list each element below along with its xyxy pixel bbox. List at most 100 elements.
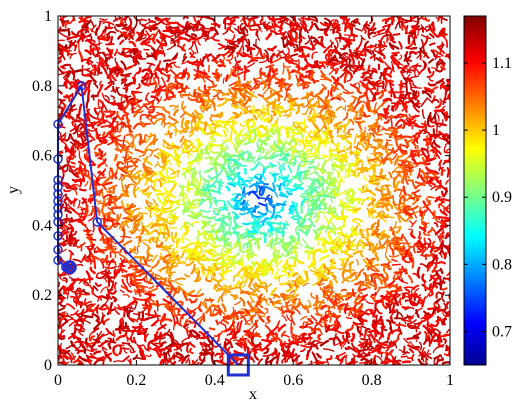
heatmap-speckle: [85, 38, 94, 46]
heatmap-speckle: [144, 165, 152, 175]
heatmap-speckle: [143, 345, 150, 352]
heatmap-speckle: [285, 259, 293, 271]
heatmap-speckle: [127, 124, 133, 133]
heatmap-speckle: [289, 101, 296, 112]
heatmap-speckle: [173, 121, 179, 125]
heatmap-speckle: [295, 74, 299, 83]
heatmap-speckle: [409, 324, 420, 330]
heatmap-speckle: [420, 314, 427, 320]
heatmap-speckle: [308, 101, 318, 109]
heatmap-speckle: [80, 310, 89, 315]
heatmap-speckle: [129, 280, 136, 286]
heatmap-speckle: [62, 79, 68, 87]
heatmap-speckle: [329, 39, 334, 45]
heatmap-speckle: [77, 289, 82, 299]
heatmap-speckle: [305, 139, 313, 143]
heatmap-speckle: [329, 155, 333, 162]
heatmap-speckle: [382, 23, 392, 29]
heatmap-speckle: [89, 284, 94, 295]
heatmap-speckle: [198, 58, 202, 67]
heatmap-speckle: [171, 262, 178, 268]
heatmap-speckle: [111, 206, 116, 215]
heatmap-speckle: [194, 300, 202, 310]
heatmap-speckle: [193, 143, 204, 152]
heatmap-speckle: [258, 345, 263, 352]
heatmap-speckle: [221, 55, 226, 62]
heatmap-speckle: [209, 139, 216, 143]
heatmap-speckle: [371, 232, 381, 236]
heatmap-speckle: [192, 92, 202, 96]
heatmap-speckle: [120, 235, 132, 239]
heatmap-speckle: [75, 345, 82, 352]
heatmap-speckle: [359, 228, 365, 239]
heatmap-speckle: [398, 22, 401, 29]
heatmap-speckle: [220, 141, 227, 146]
heatmap-speckle: [408, 113, 412, 120]
heatmap-speckle: [415, 309, 420, 319]
heatmap-speckle: [226, 314, 235, 320]
heatmap-speckle: [422, 49, 430, 59]
heatmap-speckle: [215, 123, 223, 128]
heatmap-speckle: [65, 109, 71, 120]
heatmap-speckle: [233, 215, 240, 228]
heatmap-speckle: [73, 167, 82, 172]
heatmap-speckle: [392, 144, 402, 155]
heatmap-speckle: [226, 316, 233, 320]
heatmap-speckle: [89, 180, 93, 191]
heatmap-speckle: [65, 303, 76, 310]
heatmap-speckle: [125, 65, 133, 71]
heatmap-speckle: [317, 304, 330, 310]
heatmap-speckle: [255, 215, 263, 224]
heatmap-speckle: [86, 258, 95, 263]
heatmap-speckle: [172, 315, 176, 327]
heatmap-speckle: [136, 83, 141, 90]
heatmap-speckle: [337, 264, 347, 270]
heatmap-speckle: [413, 90, 418, 99]
heatmap-speckle: [246, 300, 255, 310]
heatmap-speckle: [153, 154, 160, 160]
heatmap-speckle: [191, 179, 198, 189]
heatmap-speckle: [88, 121, 96, 124]
heatmap-speckle: [230, 293, 239, 299]
heatmap-speckle: [318, 249, 329, 253]
heatmap-speckle: [237, 70, 248, 76]
heatmap-speckle: [295, 103, 300, 115]
heatmap-speckle: [94, 27, 99, 36]
heatmap-speckle: [292, 157, 297, 167]
heatmap-speckle: [270, 238, 277, 249]
heatmap-speckle: [393, 290, 398, 298]
heatmap-speckle: [234, 111, 243, 119]
heatmap-speckle: [324, 310, 331, 315]
heatmap-speckle: [196, 93, 200, 101]
heatmap-speckle: [212, 88, 219, 95]
heatmap-speckle: [84, 300, 92, 307]
heatmap-speckle: [349, 54, 355, 66]
heatmap-speckle: [81, 19, 92, 29]
heatmap-speckle: [313, 341, 323, 347]
heatmap-speckle: [89, 352, 99, 361]
heatmap-speckle: [110, 195, 118, 200]
heatmap-speckle: [274, 237, 281, 241]
heatmap-speckle: [338, 31, 341, 43]
heatmap-speckle: [325, 171, 329, 178]
heatmap-speckle: [274, 275, 282, 280]
heatmap-speckle: [160, 248, 171, 254]
heatmap-speckle: [264, 282, 268, 293]
heatmap-speckle: [64, 147, 71, 154]
heatmap-speckle: [395, 140, 400, 149]
heatmap-speckle: [90, 243, 95, 251]
heatmap-speckle: [153, 210, 160, 216]
heatmap-speckle: [234, 225, 244, 230]
heatmap-speckle: [182, 16, 189, 20]
heatmap-speckle: [299, 170, 302, 181]
heatmap-speckle: [216, 99, 228, 107]
heatmap-speckle: [187, 159, 198, 165]
heatmap-speckle: [83, 257, 91, 263]
heatmap-speckle: [260, 185, 266, 197]
heatmap-speckle: [314, 170, 322, 178]
heatmap-speckle: [223, 154, 235, 158]
heatmap-speckle: [404, 306, 415, 311]
heatmap-speckle: [399, 159, 411, 164]
heatmap-speckle: [272, 143, 277, 152]
heatmap-speckle: [335, 105, 342, 112]
